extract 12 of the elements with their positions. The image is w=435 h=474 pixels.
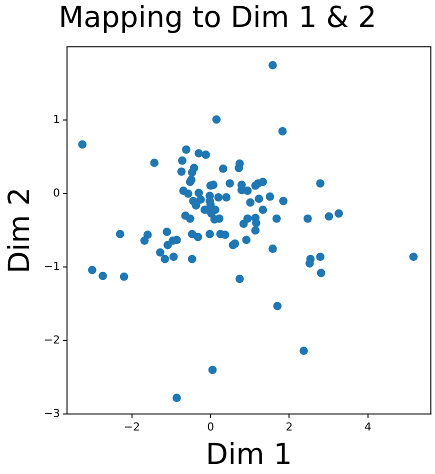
x-axis-title: Dim 1 (206, 437, 292, 472)
x-tick-label: −2 (124, 420, 140, 434)
chart-title: Mapping to Dim 1 & 2 (58, 0, 376, 34)
y-tick-label: −3 (44, 406, 60, 420)
y-tick-label: −1 (44, 260, 60, 273)
y-axis-title: Dim 2 (2, 187, 36, 274)
x-tick-label: 2 (286, 420, 293, 434)
y-tick-label: 0 (53, 186, 60, 200)
x-tick-label: 0 (207, 420, 214, 434)
x-tick-label: 4 (364, 420, 372, 434)
y-tick-label: −2 (44, 333, 60, 346)
y-tick-label: 1 (53, 113, 60, 126)
